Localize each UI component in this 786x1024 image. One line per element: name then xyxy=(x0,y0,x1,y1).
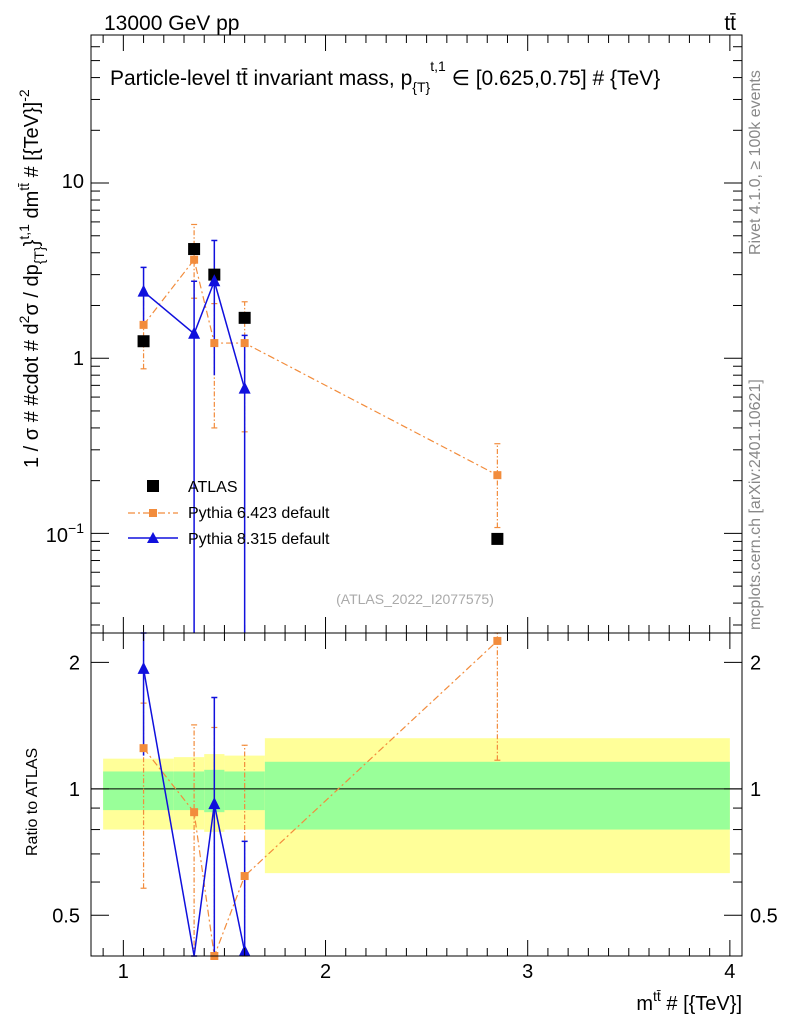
ratio-pythia8-point xyxy=(208,797,221,810)
ratio-ytick-label-right: 0.5 xyxy=(750,905,778,927)
pythia6-point xyxy=(240,339,249,348)
rivet-label: Rivet 4.1.0, ≥ 100k events xyxy=(747,70,764,255)
main-frame xyxy=(90,34,743,634)
pythia6-point xyxy=(493,471,502,480)
main-panel: 10 1 10−1 Particle-level tt̄ invariant m… xyxy=(46,34,743,634)
legend-pythia8-marker xyxy=(147,532,159,543)
x-tick-label: 2 xyxy=(320,961,331,983)
legend: ATLAS Pythia 6.423 default Pythia 8.315 … xyxy=(128,479,330,548)
atlas-point xyxy=(137,335,150,348)
ratio-y-axis-label: Ratio to ATLAS xyxy=(24,748,41,856)
analysis-watermark: (ATLAS_2022_I2077575) xyxy=(336,591,494,607)
ratio-ticks xyxy=(91,633,742,957)
ratio-pythia8-line xyxy=(142,668,246,957)
pythia8-point xyxy=(137,284,150,297)
main-y-tick-labels: 10 1 10−1 xyxy=(46,171,84,547)
x-tick-label: 1 xyxy=(118,961,129,983)
ratio-panel: 0.5 0.5 1 1 2 2 1 2 3 4 xyxy=(52,632,778,983)
ratio-x-tick-labels: 1 2 3 4 xyxy=(118,961,736,983)
pythia6-point xyxy=(190,255,199,264)
process-label: tt̄ xyxy=(724,12,736,35)
pythia6-point xyxy=(139,320,148,329)
ratio-ytick-label-right: 2 xyxy=(750,652,761,674)
ratio-band-inner xyxy=(173,771,205,811)
mcplots-label: mcplots.cern.ch [arXiv:2401.10621] xyxy=(747,379,764,630)
ratio-ytick-label-left: 2 xyxy=(69,652,80,674)
legend-atlas-marker xyxy=(147,480,159,492)
x-tick-label: 4 xyxy=(724,961,735,983)
pythia8-point xyxy=(208,274,221,287)
pythia8-point xyxy=(188,326,201,339)
atlas-point xyxy=(491,532,504,545)
pythia6-point xyxy=(210,339,219,348)
legend-pythia6-marker xyxy=(149,509,157,517)
ratio-y-tick-labels: 0.5 0.5 1 1 2 2 xyxy=(52,652,778,927)
atlas-point xyxy=(188,243,201,256)
ratio-ytick-label-left: 0.5 xyxy=(52,905,80,927)
ratio-pythia6-point xyxy=(139,744,148,753)
ratio-ytick-label-right: 1 xyxy=(750,779,761,801)
main-ytick-label-1: 1 xyxy=(73,348,84,370)
main-series xyxy=(137,223,504,633)
energy-label: 13000 GeV pp xyxy=(104,12,239,35)
ratio-frame xyxy=(90,632,743,957)
legend-atlas-label: ATLAS xyxy=(188,479,238,496)
main-y-axis-label: 1 / σ # #cdot # d2σ / dp{T}}t,1 dmtt̄ # … xyxy=(16,89,47,468)
x-axis-label: mtt̄ # [{TeV}] xyxy=(636,988,742,1015)
ratio-pythia8-point xyxy=(137,661,150,674)
legend-pythia8-label: Pythia 8.315 default xyxy=(188,531,330,548)
ratio-pythia6-point xyxy=(240,872,249,881)
legend-pythia6-label: Pythia 6.423 default xyxy=(188,505,330,522)
pythia8-point xyxy=(238,381,251,394)
atlas-point xyxy=(238,311,251,324)
ratio-pythia6-point xyxy=(190,808,199,817)
x-tick-label: 3 xyxy=(522,961,533,983)
ratio-band-inner xyxy=(264,761,730,830)
main-ytick-label-10: 10 xyxy=(62,171,84,193)
ratio-ytick-label-left: 1 xyxy=(69,779,80,801)
main-ticks xyxy=(91,34,742,633)
main-title: Particle-level tt̄ invariant mass, p{T}t… xyxy=(110,58,660,95)
main-ytick-label-0p1: 10−1 xyxy=(46,520,84,547)
ratio-pythia6-point xyxy=(493,636,502,645)
pythia8-line xyxy=(143,278,246,389)
